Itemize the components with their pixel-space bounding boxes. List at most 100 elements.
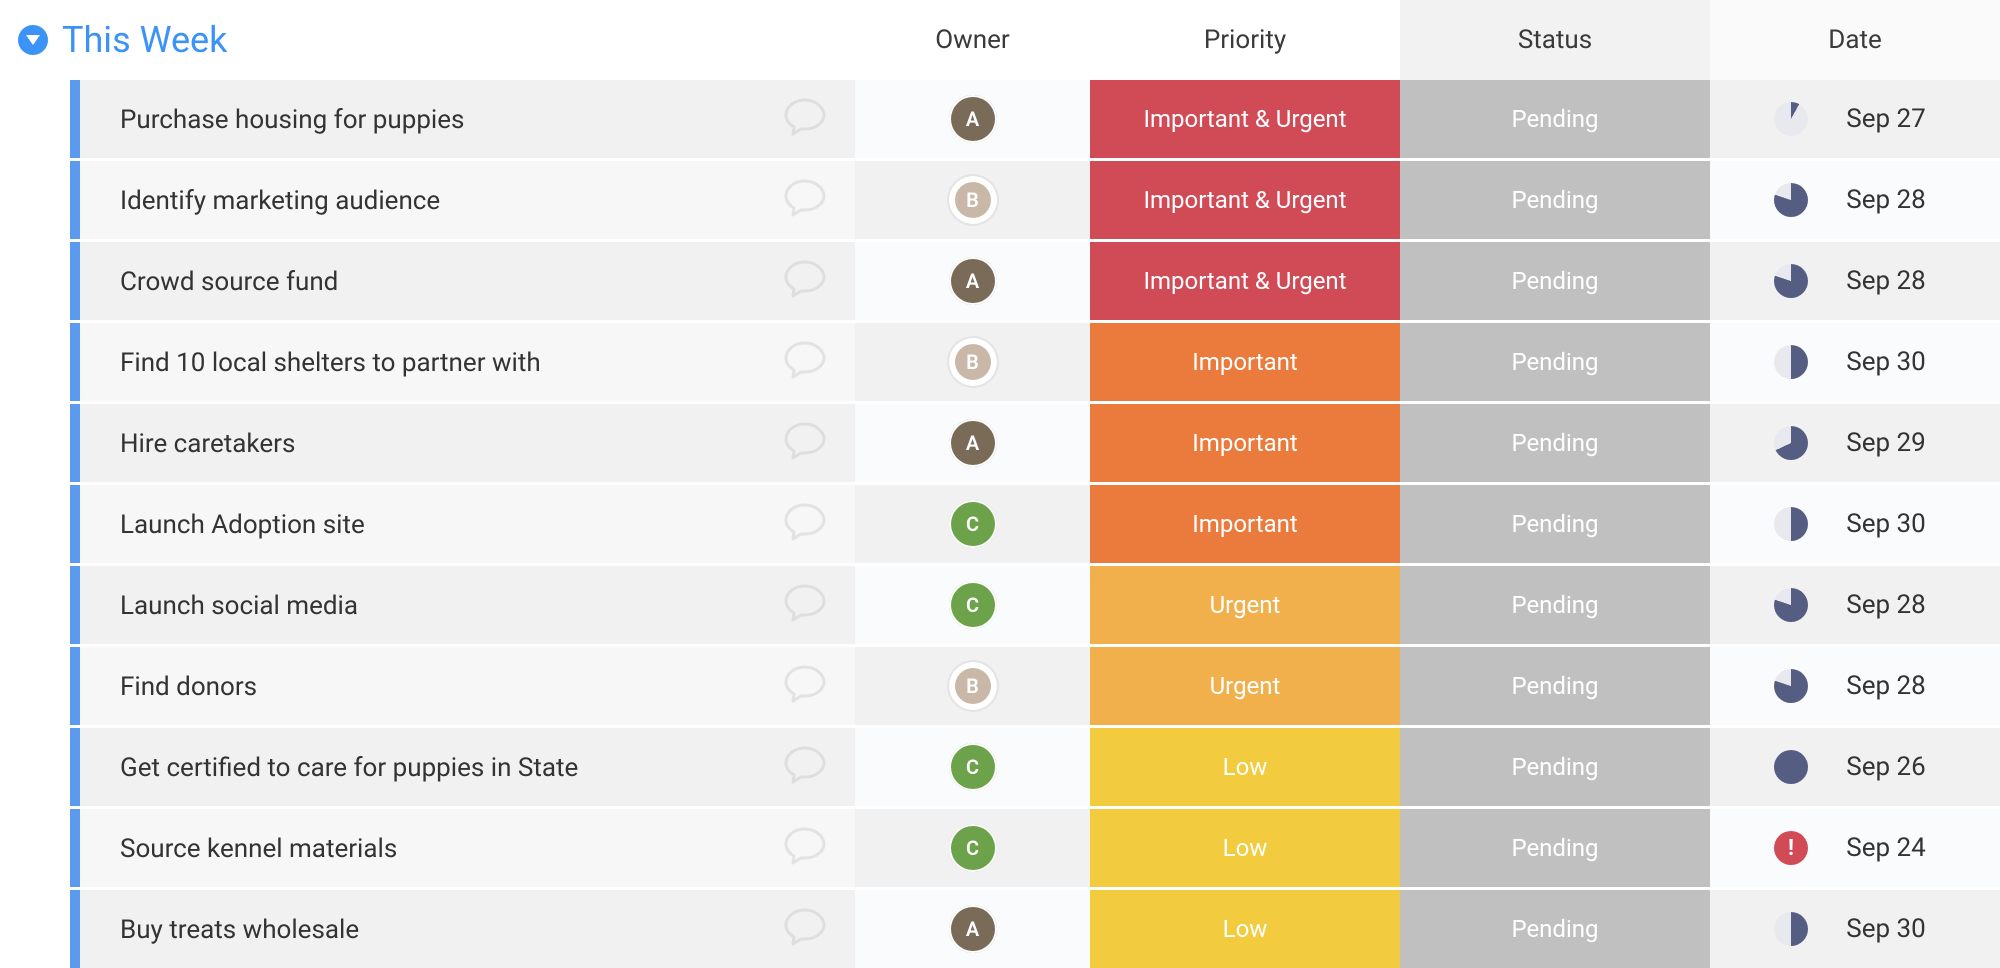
task-name[interactable]: Find donors	[120, 672, 257, 702]
task-cell[interactable]: Purchase housing for puppies	[80, 80, 855, 158]
row-handle[interactable]	[70, 80, 80, 158]
owner-cell[interactable]: C	[855, 809, 1090, 887]
priority-cell[interactable]: Important	[1090, 323, 1400, 401]
row-handle[interactable]	[70, 242, 80, 320]
task-row[interactable]: Source kennel materials CLowPending!Sep …	[70, 809, 2000, 887]
date-text[interactable]: Sep 29	[1836, 428, 1936, 458]
date-cell[interactable]: Sep 28	[1710, 647, 2000, 725]
status-cell[interactable]: Pending	[1400, 890, 1710, 968]
task-row[interactable]: Find 10 local shelters to partner with B…	[70, 323, 2000, 401]
comment-icon[interactable]	[783, 663, 827, 710]
date-cell[interactable]: Sep 28	[1710, 161, 2000, 239]
task-row[interactable]: Crowd source fund AImportant & UrgentPen…	[70, 242, 2000, 320]
priority-cell[interactable]: Low	[1090, 890, 1400, 968]
status-cell[interactable]: Pending	[1400, 809, 1710, 887]
task-name[interactable]: Buy treats wholesale	[120, 915, 359, 945]
task-row[interactable]: Launch social media C UrgentPending Sep 28	[70, 566, 2000, 644]
owner-cell[interactable]: B	[855, 323, 1090, 401]
row-handle[interactable]	[70, 323, 80, 401]
status-cell[interactable]: Pending	[1400, 161, 1710, 239]
date-text[interactable]: Sep 30	[1836, 914, 1936, 944]
owner-cell[interactable]: B	[855, 647, 1090, 725]
task-row[interactable]: Purchase housing for puppies A Important …	[70, 80, 2000, 158]
row-handle[interactable]	[70, 647, 80, 725]
avatar[interactable]: C	[949, 581, 997, 629]
avatar[interactable]: A	[949, 257, 997, 305]
task-cell[interactable]: Hire caretakers	[80, 404, 855, 482]
priority-cell[interactable]: Low	[1090, 809, 1400, 887]
avatar[interactable]: A	[949, 419, 997, 467]
row-handle[interactable]	[70, 566, 80, 644]
date-text[interactable]: Sep 28	[1836, 266, 1936, 296]
task-cell[interactable]: Source kennel materials	[80, 809, 855, 887]
task-name[interactable]: Hire caretakers	[120, 429, 295, 459]
task-cell[interactable]: Launch social media	[80, 566, 855, 644]
date-cell[interactable]: Sep 28	[1710, 566, 2000, 644]
status-cell[interactable]: Pending	[1400, 566, 1710, 644]
comment-icon[interactable]	[783, 96, 827, 143]
task-name[interactable]: Identify marketing audience	[120, 186, 440, 216]
avatar[interactable]: B	[949, 338, 997, 386]
task-name[interactable]: Purchase housing for puppies	[120, 105, 464, 135]
task-row[interactable]: Find donors B UrgentPending Sep 28	[70, 647, 2000, 725]
date-cell[interactable]: Sep 30	[1710, 890, 2000, 968]
task-cell[interactable]: Get certified to care for puppies in Sta…	[80, 728, 855, 806]
status-cell[interactable]: Pending	[1400, 404, 1710, 482]
owner-cell[interactable]: B	[855, 161, 1090, 239]
owner-cell[interactable]: C	[855, 485, 1090, 563]
date-text[interactable]: Sep 28	[1836, 671, 1936, 701]
task-name[interactable]: Find 10 local shelters to partner with	[120, 348, 541, 378]
avatar[interactable]: C	[949, 824, 997, 872]
status-cell[interactable]: Pending	[1400, 728, 1710, 806]
task-name[interactable]: Get certified to care for puppies in Sta…	[120, 753, 578, 783]
column-header-date[interactable]: Date	[1710, 0, 2000, 80]
task-cell[interactable]: Launch Adoption site	[80, 485, 855, 563]
column-header-priority[interactable]: Priority	[1090, 0, 1400, 80]
date-text[interactable]: Sep 30	[1836, 509, 1936, 539]
row-handle[interactable]	[70, 890, 80, 968]
date-text[interactable]: Sep 28	[1836, 185, 1936, 215]
date-cell[interactable]: Sep 26	[1710, 728, 2000, 806]
comment-icon[interactable]	[783, 258, 827, 305]
date-cell[interactable]: Sep 30	[1710, 485, 2000, 563]
group-header[interactable]: This Week	[0, 19, 855, 61]
owner-cell[interactable]: A	[855, 404, 1090, 482]
collapse-toggle-icon[interactable]	[18, 25, 48, 55]
date-text[interactable]: Sep 30	[1836, 347, 1936, 377]
date-text[interactable]: Sep 28	[1836, 590, 1936, 620]
task-row[interactable]: Buy treats wholesale ALowPending Sep 30	[70, 890, 2000, 968]
group-title[interactable]: This Week	[62, 19, 227, 61]
priority-cell[interactable]: Important & Urgent	[1090, 80, 1400, 158]
task-name[interactable]: Crowd source fund	[120, 267, 338, 297]
priority-cell[interactable]: Urgent	[1090, 647, 1400, 725]
owner-cell[interactable]: A	[855, 890, 1090, 968]
column-header-owner[interactable]: Owner	[855, 0, 1090, 80]
avatar[interactable]: B	[949, 662, 997, 710]
avatar[interactable]: C	[949, 743, 997, 791]
status-cell[interactable]: Pending	[1400, 80, 1710, 158]
comment-icon[interactable]	[783, 906, 827, 953]
task-row[interactable]: Identify marketing audience BImportant &…	[70, 161, 2000, 239]
comment-icon[interactable]	[783, 420, 827, 467]
status-cell[interactable]: Pending	[1400, 647, 1710, 725]
avatar[interactable]: A	[949, 95, 997, 143]
task-row[interactable]: Get certified to care for puppies in Sta…	[70, 728, 2000, 806]
task-row[interactable]: Hire caretakers AImportantPendingSep 29	[70, 404, 2000, 482]
task-cell[interactable]: Crowd source fund	[80, 242, 855, 320]
priority-cell[interactable]: Low	[1090, 728, 1400, 806]
date-cell[interactable]: Sep 28	[1710, 242, 2000, 320]
owner-cell[interactable]: A	[855, 242, 1090, 320]
task-cell[interactable]: Buy treats wholesale	[80, 890, 855, 968]
row-handle[interactable]	[70, 485, 80, 563]
priority-cell[interactable]: Urgent	[1090, 566, 1400, 644]
comment-icon[interactable]	[783, 744, 827, 791]
owner-cell[interactable]: C	[855, 728, 1090, 806]
status-cell[interactable]: Pending	[1400, 323, 1710, 401]
column-header-status[interactable]: Status	[1400, 0, 1710, 80]
row-handle[interactable]	[70, 404, 80, 482]
comment-icon[interactable]	[783, 825, 827, 872]
task-name[interactable]: Launch Adoption site	[120, 510, 365, 540]
date-text[interactable]: Sep 24	[1836, 833, 1936, 863]
owner-cell[interactable]: A	[855, 80, 1090, 158]
task-cell[interactable]: Identify marketing audience	[80, 161, 855, 239]
